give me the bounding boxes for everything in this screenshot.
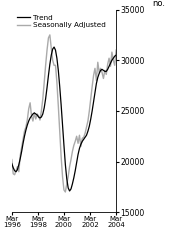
Legend: Trend, Seasonally Adjusted: Trend, Seasonally Adjusted — [15, 13, 107, 30]
Y-axis label: no.: no. — [153, 0, 166, 8]
